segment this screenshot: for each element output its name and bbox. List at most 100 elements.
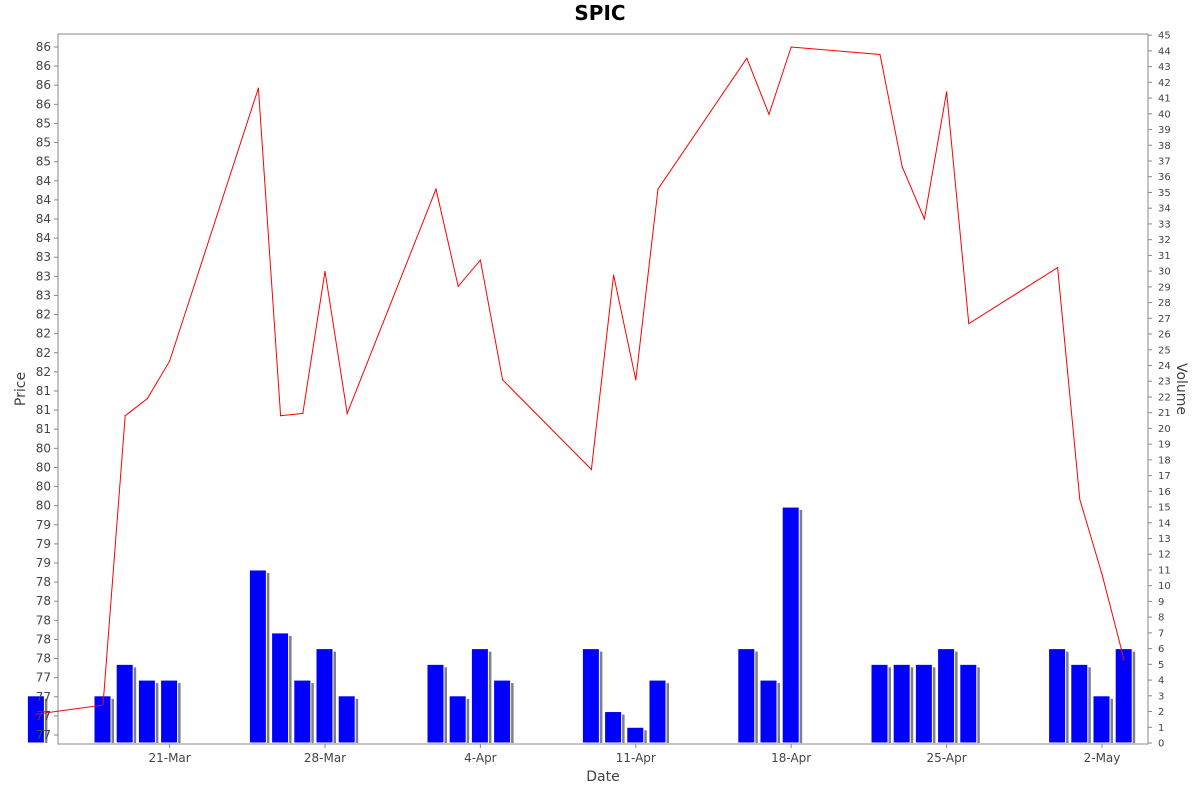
price-tick-label: 84 bbox=[36, 212, 51, 226]
price-tick-label: 79 bbox=[36, 556, 51, 570]
volume-bar bbox=[26, 695, 45, 744]
volume-tick-label: 39 bbox=[1158, 125, 1171, 136]
price-tick-label: 84 bbox=[36, 174, 51, 188]
volume-bar bbox=[315, 648, 334, 744]
volume-tick-label: 29 bbox=[1158, 282, 1171, 293]
date-tick-label: 11-Apr bbox=[616, 751, 656, 765]
price-tick-label: 85 bbox=[36, 116, 51, 130]
price-tick-label: 81 bbox=[36, 403, 51, 417]
price-tick-label: 78 bbox=[36, 652, 51, 666]
price-point bbox=[768, 113, 770, 115]
volume-tick-label: 4 bbox=[1158, 676, 1164, 687]
volume-tick-label: 12 bbox=[1158, 550, 1171, 561]
price-tick-label: 81 bbox=[36, 422, 51, 436]
price-tick-label: 84 bbox=[36, 231, 51, 245]
price-tick-label: 86 bbox=[36, 78, 51, 92]
volume-tick-label: 0 bbox=[1158, 739, 1164, 750]
price-tick-label: 82 bbox=[36, 327, 51, 341]
volume-tick-label: 34 bbox=[1158, 204, 1171, 215]
volume-bar bbox=[115, 663, 134, 744]
price-tick-label: 82 bbox=[36, 308, 51, 322]
volume-tick-label: 21 bbox=[1158, 408, 1171, 419]
volume-tick-label: 8 bbox=[1158, 613, 1164, 624]
price-point bbox=[169, 360, 171, 362]
price-point bbox=[946, 91, 948, 93]
volume-tick-label: 36 bbox=[1158, 172, 1171, 183]
price-point bbox=[257, 87, 259, 89]
price-tick-label: 80 bbox=[36, 441, 51, 455]
price-point bbox=[35, 713, 38, 715]
price-point bbox=[302, 412, 304, 415]
volume-bar bbox=[93, 695, 112, 744]
date-tick-label: 21-Mar bbox=[148, 751, 190, 765]
price-tick-label: 83 bbox=[36, 269, 51, 283]
volume-bar bbox=[648, 679, 667, 744]
volume-tick-label: 32 bbox=[1158, 235, 1171, 246]
volume-tick-label: 35 bbox=[1158, 188, 1171, 199]
price-axis: 77 77 77 77 78 78 78 78 78 79 79 79 80 80 80 80 81 81 81 82… bbox=[36, 40, 58, 742]
volume-tick-label: 22 bbox=[1158, 392, 1171, 403]
price-point bbox=[1101, 573, 1103, 575]
volume-bar bbox=[271, 632, 290, 744]
volume-bar bbox=[1114, 648, 1133, 744]
volume-bar bbox=[1048, 648, 1067, 744]
price-tick-label: 86 bbox=[36, 97, 51, 111]
date-tick-label: 18-Apr bbox=[771, 751, 811, 765]
volume-tick-label: 17 bbox=[1158, 471, 1171, 482]
volume-bar bbox=[1092, 695, 1111, 744]
volume-tick-label: 27 bbox=[1158, 314, 1171, 325]
price-point bbox=[280, 415, 282, 417]
plot-area bbox=[57, 33, 1149, 745]
right-axis-title: Volume bbox=[1173, 363, 1189, 415]
price-point bbox=[657, 188, 659, 190]
price-point bbox=[1079, 498, 1081, 501]
price-tick-label: 83 bbox=[36, 250, 51, 264]
price-point bbox=[613, 274, 615, 276]
date-tick-label: 28-Mar bbox=[304, 751, 346, 765]
price-tick-label: 77 bbox=[36, 671, 51, 685]
volume-tick-label: 31 bbox=[1158, 251, 1171, 262]
price-tick-label: 84 bbox=[36, 193, 51, 207]
volume-tick-label: 9 bbox=[1158, 597, 1164, 608]
price-point bbox=[346, 412, 348, 415]
price-tick-label: 85 bbox=[36, 155, 51, 169]
volume-bar bbox=[870, 663, 889, 744]
volume-tick-label: 1 bbox=[1158, 723, 1164, 734]
volume-tick-label: 37 bbox=[1158, 156, 1171, 167]
price-tick-label: 85 bbox=[36, 136, 51, 150]
volume-tick-label: 28 bbox=[1158, 298, 1171, 309]
price-tick-label: 86 bbox=[36, 40, 51, 54]
volume-bar bbox=[892, 663, 911, 744]
price-tick-label: 82 bbox=[36, 365, 51, 379]
volume-axis: 0123456789101112131415161718192021222324… bbox=[1148, 31, 1171, 750]
volume-tick-label: 15 bbox=[1158, 503, 1171, 514]
price-point bbox=[746, 57, 748, 59]
volume-bar bbox=[470, 648, 489, 744]
price-point bbox=[479, 259, 481, 261]
date-tick-label: 4-Apr bbox=[464, 751, 497, 765]
date-tick-label: 2-May bbox=[1084, 751, 1121, 765]
price-tick-label: 79 bbox=[36, 537, 51, 551]
volume-tick-label: 38 bbox=[1158, 141, 1171, 152]
volume-tick-label: 10 bbox=[1158, 581, 1171, 592]
price-point bbox=[923, 218, 926, 220]
volume-tick-label: 45 bbox=[1158, 31, 1171, 42]
price-point bbox=[457, 285, 459, 287]
volume-tick-label: 33 bbox=[1158, 219, 1171, 230]
price-tick-label: 86 bbox=[36, 59, 51, 73]
volume-tick-label: 18 bbox=[1158, 455, 1171, 466]
volume-tick-label: 41 bbox=[1158, 94, 1171, 105]
price-point bbox=[790, 46, 792, 48]
price-tick-label: 79 bbox=[36, 518, 51, 532]
volume-tick-label: 44 bbox=[1158, 46, 1171, 57]
date-axis: 21-Mar 28-Mar 4-Apr 11-Apr 18-Apr 25-Apr 2-May bbox=[148, 744, 1120, 765]
price-point bbox=[590, 468, 593, 471]
price-point bbox=[1057, 267, 1059, 269]
volume-tick-label: 7 bbox=[1158, 628, 1164, 639]
volume-tick-label: 14 bbox=[1158, 518, 1171, 529]
price-tick-label: 77 bbox=[36, 690, 51, 704]
price-tick-label: 81 bbox=[36, 384, 51, 398]
price-tick-label: 77 bbox=[36, 709, 51, 723]
price-tick-label: 78 bbox=[36, 575, 51, 589]
date-tick-label: 25-Apr bbox=[927, 751, 967, 765]
